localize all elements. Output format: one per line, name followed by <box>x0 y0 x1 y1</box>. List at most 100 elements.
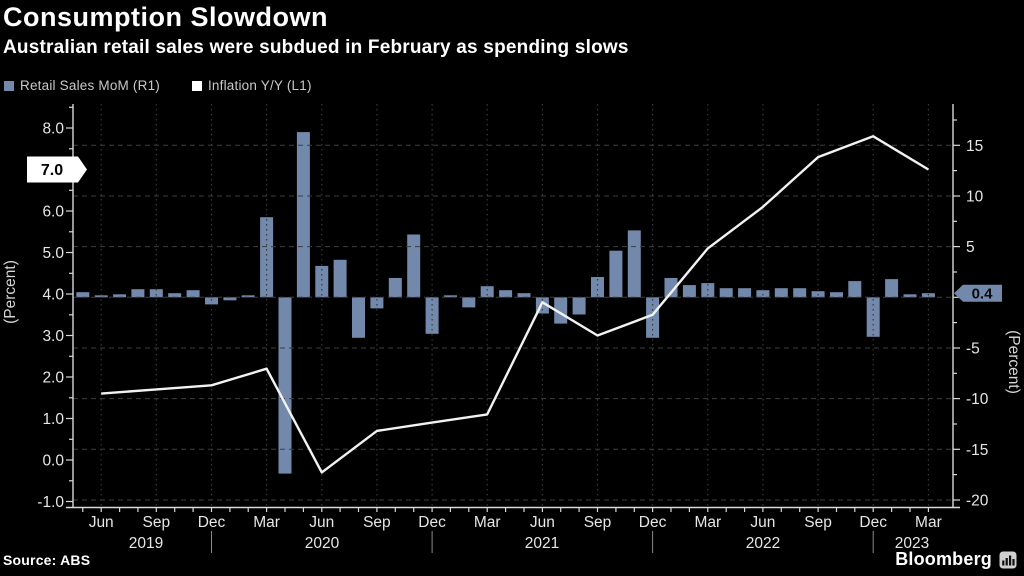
x-axis-month-label: Jun <box>89 514 114 531</box>
bar <box>186 290 200 298</box>
left-axis-label: 2.0 <box>42 370 64 387</box>
x-axis-month-label: Mar <box>915 514 942 531</box>
x-axis-month-label: Jun <box>530 514 555 531</box>
x-axis-month-label: Dec <box>198 514 226 531</box>
axes <box>66 104 960 512</box>
x-axis-year-label: 2019 <box>129 535 163 552</box>
bar <box>425 297 439 334</box>
bar <box>462 297 476 308</box>
tag-text: 7.0 <box>41 162 63 179</box>
right-axis-title: (Percent) <box>1005 330 1022 394</box>
bar <box>793 288 807 298</box>
axis-labels: 8.0 6.0 5.0 4.0 3.0 2.0 1.0 0.0 -1.0 15 10 5 -5 -10 -1… <box>2 121 1022 553</box>
bar <box>572 297 586 315</box>
bar <box>499 290 513 298</box>
x-axis-month-label: Mar <box>253 514 280 531</box>
right-axis-label: 10 <box>966 188 984 205</box>
legend-swatch-bar <box>4 80 14 91</box>
bar <box>738 288 752 298</box>
bar <box>296 132 310 298</box>
x-axis-month-label: Sep <box>804 514 832 531</box>
legend-swatch-line <box>191 80 202 91</box>
left-axis-label: 8.0 <box>42 121 64 138</box>
bar <box>241 295 255 298</box>
left-axis-label: 0.0 <box>42 453 64 470</box>
page-subtitle: Australian retail sales were subdued in … <box>3 37 629 58</box>
bar <box>480 286 494 298</box>
bloomberg-wordmark: Bloomberg <box>895 549 992 569</box>
left-axis-label: -1.0 <box>37 494 64 511</box>
left-axis-label: 3.0 <box>42 328 64 345</box>
x-axis-month-label: Sep <box>143 514 171 531</box>
legend-label: Retail Sales MoM (R1) <box>20 78 160 93</box>
branding: Bloomberg <box>895 549 1017 570</box>
bar <box>554 297 568 324</box>
left-axis-title: (Percent) <box>2 260 19 324</box>
right-axis-label: 15 <box>966 138 983 155</box>
retail-sales-bars <box>76 132 935 474</box>
x-axis-month-label: Jun <box>309 514 334 531</box>
x-axis-month-label: Dec <box>639 514 667 531</box>
bar <box>370 297 384 309</box>
bar <box>591 277 604 298</box>
bar <box>903 294 917 298</box>
legend: Retail Sales MoM (R1) Inflation Y/Y (L1) <box>4 78 312 93</box>
bar <box>407 234 421 298</box>
tag-shape <box>27 156 87 183</box>
right-axis-label: -20 <box>966 492 989 509</box>
source-note: Source: ABS <box>3 552 91 568</box>
bar <box>885 279 899 298</box>
bar <box>113 294 127 298</box>
x-axis-month-label: Dec <box>859 514 887 531</box>
legend-item-retail-sales: Retail Sales MoM (R1) <box>4 78 160 93</box>
bar <box>388 278 402 298</box>
x-axis-month-label: Mar <box>694 514 721 531</box>
bar <box>315 265 329 298</box>
gridlines <box>73 104 953 507</box>
right-axis-label: -15 <box>966 442 988 459</box>
bar <box>646 297 660 338</box>
bar <box>352 297 365 338</box>
bar <box>627 230 641 298</box>
x-axis-month-label: Jun <box>750 514 775 531</box>
bar <box>664 278 678 298</box>
bar <box>76 292 90 298</box>
retail-last-value-tag: 0.4 <box>954 284 1002 303</box>
bloomberg-terminal-icon <box>999 551 1017 568</box>
x-axis-year-label: 2021 <box>525 535 559 552</box>
bar <box>223 297 237 301</box>
page-title: Consumption Slowdown <box>3 2 328 32</box>
x-axis-month-label: Dec <box>418 514 446 531</box>
left-axis-label: 1.0 <box>42 411 64 428</box>
bar <box>94 295 108 298</box>
bar <box>205 297 218 305</box>
x-axis-year-label: 2020 <box>305 535 340 552</box>
x-axis-month-label: Sep <box>363 514 391 531</box>
bar <box>278 297 292 474</box>
bar <box>517 293 531 298</box>
inflation-last-value-tag: 7.0 <box>27 156 87 183</box>
bar <box>149 289 163 298</box>
bar <box>866 297 880 337</box>
right-axis-label: 5 <box>966 239 975 256</box>
bar <box>756 290 770 298</box>
left-axis-label: 6.0 <box>42 204 64 221</box>
right-axis-label: -10 <box>966 391 989 408</box>
tag-shape <box>954 284 1002 302</box>
legend-label: Inflation Y/Y (L1) <box>207 78 312 93</box>
right-axis-label: -5 <box>966 340 980 357</box>
inflation-line <box>101 135 930 474</box>
x-axis-month-label: Sep <box>584 514 612 531</box>
left-axis-label: 4.0 <box>42 287 64 304</box>
left-axis-label: 5.0 <box>42 245 64 262</box>
legend-item-inflation: Inflation Y/Y (L1) <box>191 78 312 93</box>
bar <box>443 295 457 298</box>
bar <box>131 289 145 298</box>
tag-text: 0.4 <box>972 286 994 303</box>
bar <box>333 259 347 298</box>
bar <box>609 250 623 298</box>
x-axis-year-label: 2022 <box>746 535 780 552</box>
x-axis-year-label: 2023 <box>895 535 929 552</box>
